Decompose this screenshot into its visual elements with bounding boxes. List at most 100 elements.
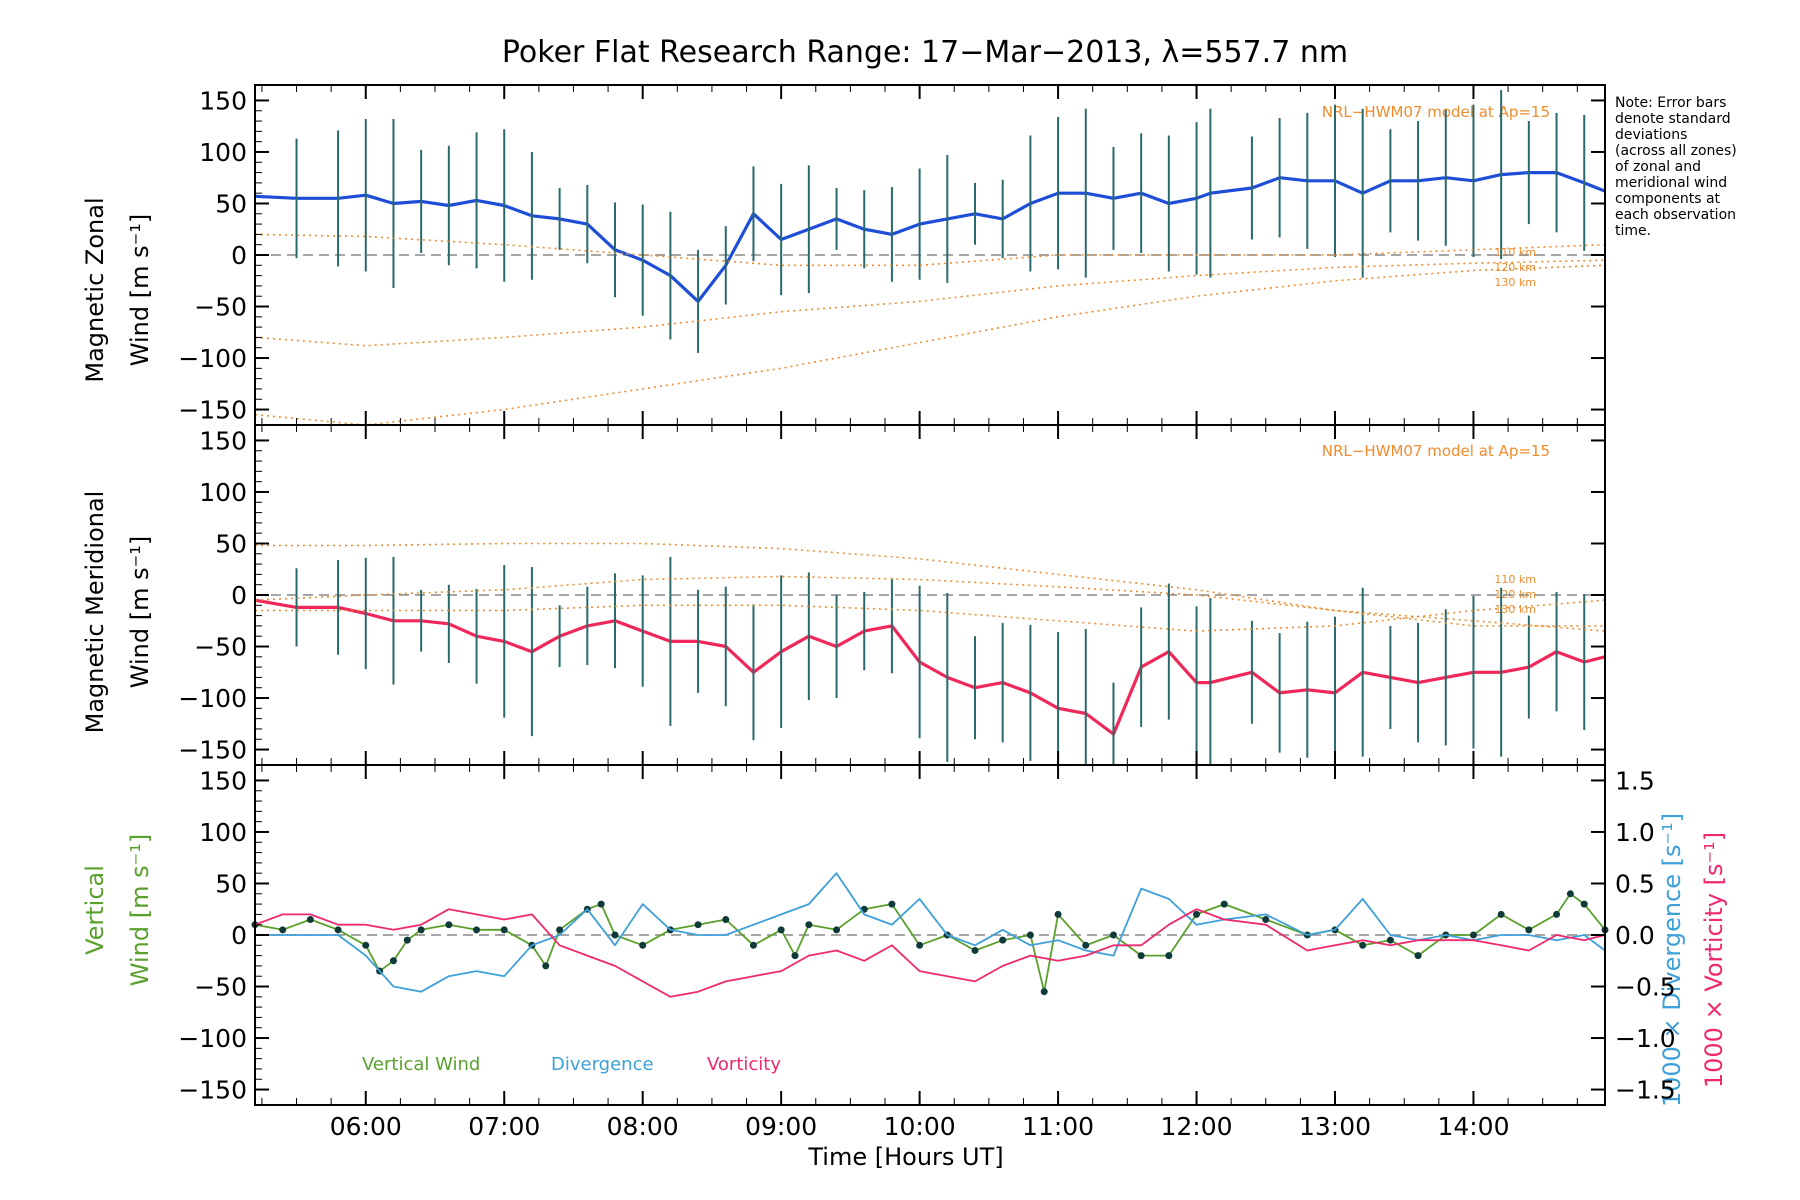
zonal-ytick-label: 50 bbox=[215, 189, 247, 218]
zonal-model-120-label: 120 km bbox=[1494, 261, 1536, 274]
vertical-wind-point bbox=[611, 931, 619, 939]
y2-tick-label: −1.0 bbox=[1615, 1024, 1676, 1053]
meridional-ytick-label: −100 bbox=[178, 684, 247, 713]
y2-tick-label: −0.5 bbox=[1615, 973, 1676, 1002]
zonal-series-zonal-wind-mean bbox=[254, 171, 1606, 303]
vertical-wind-point bbox=[389, 957, 397, 965]
vertical-wind-point bbox=[1566, 890, 1574, 898]
chart-title: Poker Flat Research Range: 17−Mar−2013, … bbox=[502, 35, 1348, 70]
vertical-wind-point bbox=[1193, 910, 1201, 918]
vertical-ytick-label: 150 bbox=[199, 766, 247, 795]
vertical-wind-point bbox=[1220, 900, 1228, 908]
vertical-wind-point bbox=[833, 926, 841, 934]
vertical-wind-point bbox=[556, 926, 564, 934]
vertical-wind-point bbox=[417, 926, 425, 934]
xtick-label: 09:00 bbox=[745, 1112, 817, 1141]
vertical-wind-point bbox=[639, 941, 647, 949]
vertical-wind-point bbox=[777, 926, 785, 934]
vertical-wind-point bbox=[971, 946, 979, 954]
vertical-wind-point bbox=[888, 900, 896, 908]
vertical-wind-point bbox=[1109, 931, 1117, 939]
vertical-wind-point bbox=[1469, 931, 1477, 939]
meridional-model-120-label: 120 km bbox=[1494, 588, 1536, 601]
vertical-wind-point bbox=[694, 921, 702, 929]
zonal-ytick-label: 0 bbox=[231, 241, 247, 270]
zonal-series-model-110-km bbox=[254, 233, 1606, 267]
vertical-ytick-label: −100 bbox=[178, 1024, 247, 1053]
plot-layer: 150100500−50−100−150150100500−50−100−150… bbox=[178, 84, 1676, 1141]
zonal-model-130-label: 130 km bbox=[1494, 276, 1536, 289]
note-line-5: of zonal and bbox=[1615, 159, 1701, 175]
zonal-ylabel-bottom: Wind [m s⁻¹] bbox=[126, 214, 154, 366]
note-line-3: deviations bbox=[1615, 127, 1687, 143]
vertical-wind-point bbox=[362, 941, 370, 949]
vertical-ytick-label: 0 bbox=[231, 921, 247, 950]
vertical-wind-point bbox=[542, 962, 550, 970]
meridional-series-model-120-km bbox=[254, 575, 1606, 632]
legend-divergence: Divergence bbox=[551, 1054, 654, 1075]
y2-tick-label: 1.0 bbox=[1615, 818, 1655, 847]
zonal-ytick-label: −100 bbox=[178, 344, 247, 373]
note-line-2: denote standard bbox=[1615, 111, 1731, 127]
vertical-wind-point bbox=[916, 941, 924, 949]
y2-tick-label: −1.5 bbox=[1615, 1076, 1676, 1105]
vertical-wind-point bbox=[1137, 952, 1145, 960]
note-line-8: each observation bbox=[1615, 207, 1736, 223]
vertical-series-vorticity bbox=[254, 908, 1606, 998]
vertical-wind-point bbox=[1414, 952, 1422, 960]
meridional-ytick-label: 100 bbox=[199, 478, 247, 507]
zonal-model-label: NRL−HWM07 model at Ap=15 bbox=[1322, 103, 1550, 121]
vertical-series-vertical-wind bbox=[254, 892, 1606, 993]
y2-tick-label: 0.5 bbox=[1615, 869, 1655, 898]
note-line-9: time. bbox=[1615, 223, 1651, 239]
meridional-series-model-110-km bbox=[255, 542, 1605, 627]
vertical-wind-point bbox=[722, 916, 730, 924]
vertical-wind-point bbox=[334, 926, 342, 934]
error-bar-note: Note: Error bars denote standard deviati… bbox=[1615, 95, 1737, 239]
vertical-wind-point bbox=[403, 936, 411, 944]
vertical-ytick-label: 50 bbox=[215, 869, 247, 898]
vertical-wind-point bbox=[1040, 988, 1048, 996]
vertical-wind-point bbox=[445, 921, 453, 929]
y2-tick-label: 0.0 bbox=[1615, 921, 1655, 950]
note-line-1: Note: Error bars bbox=[1615, 95, 1726, 111]
zonal-ytick-label: 100 bbox=[199, 138, 247, 167]
legend-vorticity: Vorticity bbox=[707, 1054, 781, 1075]
vertical-wind-point bbox=[1359, 941, 1367, 949]
note-line-7: components at bbox=[1615, 191, 1721, 207]
vertical-wind-point bbox=[1525, 926, 1533, 934]
xtick-label: 13:00 bbox=[1299, 1112, 1371, 1141]
meridional-series-meridional-wind-mean bbox=[254, 598, 1606, 736]
meridional-model-label: NRL−HWM07 model at Ap=15 bbox=[1322, 442, 1550, 460]
vertical-wind-point bbox=[1082, 941, 1090, 949]
meridional-ytick-label: −50 bbox=[194, 633, 247, 662]
vertical-ytick-label: −150 bbox=[178, 1076, 247, 1105]
meridional-ytick-label: −150 bbox=[178, 736, 247, 765]
xtick-label: 08:00 bbox=[607, 1112, 679, 1141]
zonal-ytick-label: 150 bbox=[199, 86, 247, 115]
vertical-wind-point bbox=[1262, 916, 1270, 924]
xtick-label: 14:00 bbox=[1437, 1112, 1509, 1141]
vertical-wind-point bbox=[1553, 910, 1561, 918]
vertical-wind-point bbox=[1165, 952, 1173, 960]
xtick-label: 11:00 bbox=[1022, 1112, 1094, 1141]
vertical-ytick-label: −50 bbox=[194, 973, 247, 1002]
meridional-ytick-label: 50 bbox=[215, 529, 247, 558]
xtick-label: 12:00 bbox=[1161, 1112, 1233, 1141]
xtick-label: 07:00 bbox=[468, 1112, 540, 1141]
note-line-4: (across all zones) bbox=[1615, 143, 1737, 159]
zonal-series-model-130-km bbox=[254, 264, 1606, 426]
vertical-wind-point bbox=[1054, 910, 1062, 918]
meridional-ytick-label: 0 bbox=[231, 581, 247, 610]
xtick-label: 06:00 bbox=[330, 1112, 402, 1141]
vertical-wind-point bbox=[749, 941, 757, 949]
vertical-ylabel-top: Vertical bbox=[81, 865, 109, 955]
meridional-ylabel-bottom: Wind [m s⁻¹] bbox=[126, 536, 154, 688]
vorticity-ylabel: 1000 × Vorticity [s⁻¹] bbox=[1700, 832, 1728, 1088]
vertical-wind-point bbox=[791, 952, 799, 960]
vertical-wind-point bbox=[597, 900, 605, 908]
note-line-6: meridional wind bbox=[1615, 175, 1727, 191]
vertical-wind-point bbox=[306, 916, 314, 924]
